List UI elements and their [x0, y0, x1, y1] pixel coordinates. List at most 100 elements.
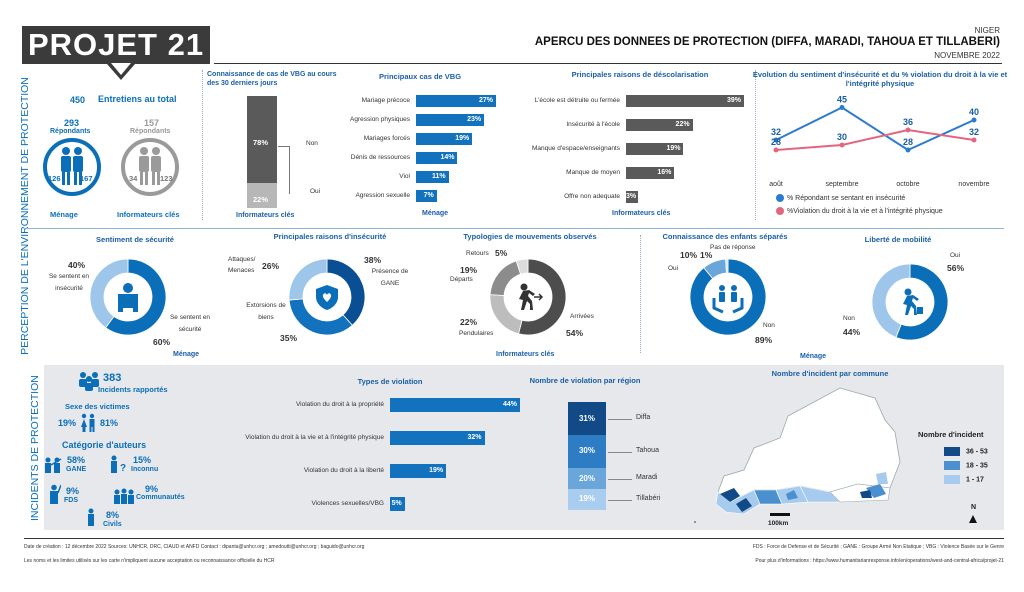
sexe-title: Sexe des victimes: [65, 402, 130, 411]
auteurs-title: Catégorie d'auteurs: [62, 440, 147, 450]
enfants-non-pct: 89%: [755, 335, 773, 345]
line-label-1-3: 32: [969, 127, 979, 137]
descol-label-1: Insécurité à l'école: [566, 121, 620, 128]
line-point-1-1: [839, 142, 845, 148]
mouvements-slice-3: [515, 258, 529, 275]
mouv-d-text: Départs: [450, 276, 473, 283]
sexe-m: 81%: [100, 418, 119, 428]
region-segment-3: 19%: [568, 489, 606, 510]
mobilite-title: Liberté de mobilité: [864, 235, 932, 244]
raisons-title: Principales raisons d'insécurité: [273, 232, 387, 241]
incidents-count: 383: [103, 372, 122, 384]
col-divider-1: [202, 70, 203, 220]
enfants-pdr-pct: 1%: [700, 250, 713, 260]
vbg-case-label-1: Agression physiques: [350, 116, 410, 123]
vbg-case-label-3: Dénis de ressources: [350, 154, 410, 161]
line-xtick-1: septembre: [825, 181, 858, 188]
enfants-donut: [689, 258, 767, 336]
vbg-oui-value: 22%: [253, 195, 269, 204]
person-walking-exit-icon: [519, 283, 544, 310]
ki-f: 34: [129, 174, 138, 183]
vbg-case-bar-5: 7%: [416, 190, 437, 202]
footer-left-2: Les noms et les limites utilisés sur les…: [24, 558, 275, 564]
legend-label-high: 36 - 53: [966, 448, 988, 456]
line-legend-1: % Répondant se sentant en insécurité: [776, 194, 905, 202]
descol-label-0: L'école est détruite ou fermée: [534, 97, 620, 104]
comm-pct: 9%: [145, 484, 159, 494]
raisons-donut: [288, 258, 366, 336]
line-point-1-3: [971, 137, 977, 143]
mobilite-oui-text: Oui: [950, 252, 961, 259]
menage-sub: Répondants: [50, 128, 91, 135]
legend-swatch-low: [944, 475, 960, 484]
region-segment-0: 31%: [568, 402, 606, 436]
mouvements-footer: Informateurs clés: [496, 351, 555, 358]
mobilite-slice-0: [895, 263, 949, 341]
descol-bar-4: 3%: [626, 191, 638, 203]
footer-rule: [24, 538, 1004, 539]
niger-map: [694, 387, 901, 523]
violation-type-bar-0: 44%: [390, 398, 520, 412]
security-guard-icon: [118, 283, 138, 312]
securite-securite-text: Se sentent en sécurité: [169, 314, 211, 333]
header-date: NOVEMBRE 2022: [934, 51, 1000, 60]
enfants-oui-text: Oui: [668, 265, 679, 272]
mouv-d-pct: 19%: [460, 265, 478, 275]
vbg-case-label-2: Mariages forcés: [363, 135, 410, 142]
legend-label-1: % Répondant se sentant en insécurité: [787, 194, 906, 202]
region-segment-2: 20%: [568, 467, 606, 490]
vbg-case-label-4: Viol: [399, 173, 410, 180]
descol-label-4: Offre non adequate: [564, 193, 620, 200]
map-legend-item-2: 18 - 35: [944, 461, 988, 470]
line-label-0-3: 40: [969, 107, 979, 117]
incidents-count-label: Incidents rapportés: [98, 385, 168, 394]
enfants-oui-pct: 10%: [680, 250, 698, 260]
fds-pct: 9%: [66, 486, 80, 496]
page-title: APERCU DES DONNEES DE PROTECTION (DIFFA,…: [534, 36, 1000, 48]
region-leader-3: [608, 499, 632, 501]
ki-people-icon: [121, 138, 179, 196]
violation-types-chart: Violation du droit à la propriété 44% Viol…: [190, 398, 535, 522]
securite-slice-1: [89, 258, 129, 329]
line-point-0-3: [971, 117, 977, 123]
descolarisation-title: Principales raisons de déscolarisation: [571, 70, 709, 79]
north-label: N: [971, 504, 977, 511]
violation-type-label-0: Violation du droit à la propriété: [295, 401, 384, 408]
map-scale-bar: [770, 513, 790, 516]
raisons-a-text: Attaques/ Menaces: [228, 256, 256, 274]
vbg-case-label-0: Mariage précoce: [361, 97, 410, 104]
logo-text: PROJET 21: [27, 27, 205, 62]
gane-label: GANE: [66, 466, 87, 473]
ki-sub: Répondants: [130, 128, 171, 135]
mouv-a-text: Arrivées: [570, 313, 594, 320]
line-chart: 32 45 28 40 28 30 36 32 août septembre octobre nove…: [769, 95, 989, 189]
walking-person-icon: [903, 288, 923, 315]
line-label-1-1: 30: [837, 132, 847, 142]
region-label-0: Diffa: [636, 413, 651, 421]
line-point-1-0: [773, 147, 779, 153]
raisons-c-text: Extorsions de biens: [246, 302, 286, 321]
male-female-icon: [81, 413, 95, 432]
fds-soldier-icon: [50, 484, 61, 504]
descol-bar-1: 22%: [626, 119, 693, 131]
vbg-oui-label: Oui: [310, 188, 321, 195]
menage-m: 167: [80, 174, 93, 183]
footer-right-1: FDS : Force de Defense et de Sécurité ; …: [752, 544, 1004, 550]
side-label-perception: PERCEPTION DE L'ENVIRONNEMENT DE PROTECT…: [19, 77, 31, 355]
region-leader-0: [608, 418, 632, 420]
menage-f: 126: [48, 174, 61, 183]
entretiens-total: 450: [70, 95, 86, 105]
people-group-icon: [79, 372, 99, 391]
fds-label: FDS: [64, 497, 78, 504]
line-chart-title: Evolution du sentiment d'insécurité et d…: [752, 70, 1008, 88]
civils-pct: 8%: [106, 510, 120, 520]
map-title: Nombre d'incident par commune: [771, 369, 889, 378]
line-point-1-2: [905, 127, 911, 133]
raisons-b-pct: 38%: [364, 255, 382, 265]
line-xtick-2: octobre: [896, 181, 919, 188]
mouv-p-text: Pendulaires: [459, 330, 494, 337]
menage-label: Ménage: [50, 210, 78, 219]
ki-m: 123: [160, 174, 173, 183]
mouvements-donut: [489, 258, 567, 336]
vbg-knowledge-title: Connaissance de cas de VBG au cours des …: [207, 71, 337, 87]
